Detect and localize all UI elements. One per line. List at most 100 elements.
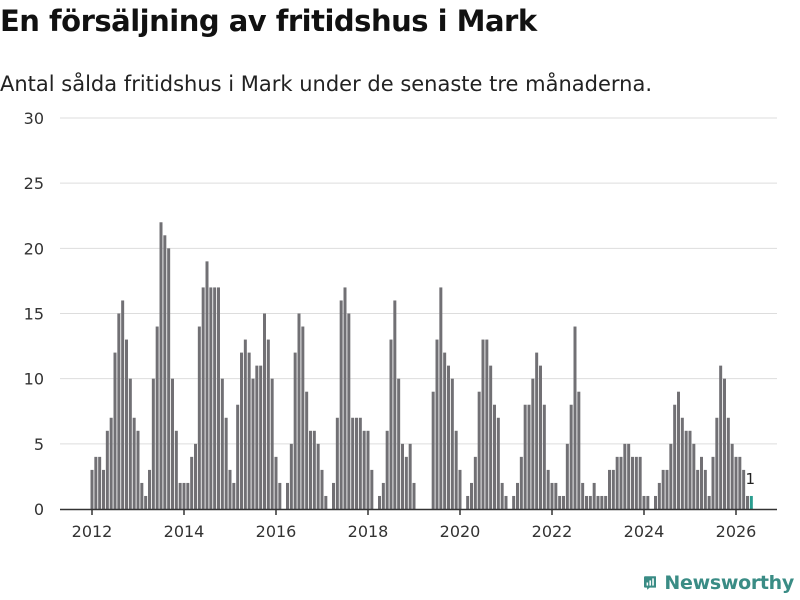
bar (197, 326, 201, 509)
bar (351, 417, 355, 509)
y-tick-label: 30 (24, 109, 44, 128)
bar (470, 482, 473, 509)
bar (730, 443, 734, 509)
bar (742, 469, 746, 509)
bar (370, 469, 374, 509)
bar (224, 417, 228, 509)
bar (347, 313, 351, 509)
bar (266, 339, 270, 509)
bar (711, 456, 715, 509)
bar (240, 352, 243, 509)
bar (404, 456, 408, 509)
bar-highlight (749, 495, 753, 509)
bar (186, 482, 190, 509)
y-tick-label: 0 (34, 500, 44, 519)
bar (105, 430, 109, 509)
bar (144, 495, 148, 509)
bar (688, 430, 692, 509)
bar (201, 287, 205, 509)
bar (443, 352, 447, 509)
bar (569, 404, 573, 509)
bar (692, 443, 696, 509)
bar (654, 495, 657, 509)
bar (642, 495, 646, 509)
bar (393, 300, 397, 509)
bar (140, 482, 144, 509)
bar (309, 430, 312, 509)
bar (297, 313, 301, 509)
bar (577, 391, 581, 509)
bar (684, 430, 688, 509)
bar (504, 495, 508, 509)
bar (473, 456, 477, 509)
bar (301, 326, 305, 509)
x-tick-label: 2022 (532, 522, 573, 541)
bar (542, 404, 546, 509)
bar (454, 430, 458, 509)
bar (519, 456, 523, 509)
bar (615, 456, 619, 509)
bar (293, 352, 297, 509)
bar (496, 417, 500, 509)
bar (477, 391, 481, 509)
bar (523, 404, 527, 509)
bar (581, 482, 585, 509)
bar (554, 482, 558, 509)
bar (677, 391, 680, 509)
bar (171, 378, 174, 509)
bar (539, 365, 542, 509)
bar (481, 339, 485, 509)
bar (324, 495, 328, 509)
y-tick-label: 10 (24, 370, 44, 389)
bar (680, 417, 684, 509)
bar (669, 443, 673, 509)
bar (596, 495, 600, 509)
bar (412, 482, 416, 509)
bar (117, 313, 121, 509)
bar (585, 495, 588, 509)
bar (128, 378, 132, 509)
bar (316, 443, 320, 509)
bar (121, 300, 125, 509)
bar (631, 456, 634, 509)
bar (592, 482, 596, 509)
bar (159, 222, 163, 509)
bar (278, 482, 282, 509)
bar (458, 469, 462, 509)
bar (565, 443, 569, 509)
bar (132, 417, 136, 509)
bar (251, 378, 255, 509)
bar (209, 287, 213, 509)
y-tick-label: 20 (24, 239, 44, 258)
bar (619, 456, 623, 509)
bar (638, 456, 642, 509)
bar (719, 365, 723, 509)
bar (289, 443, 293, 509)
bar (174, 430, 178, 509)
bar (355, 417, 358, 509)
bar (746, 495, 749, 509)
bar (707, 495, 711, 509)
bar (696, 469, 700, 509)
bar (657, 482, 661, 509)
bar (527, 404, 531, 509)
bar (673, 404, 677, 509)
bar (439, 287, 443, 509)
bar (546, 469, 550, 509)
bar (389, 339, 393, 509)
bar (397, 378, 401, 509)
bar (151, 378, 155, 509)
bar (270, 378, 274, 509)
bar (305, 391, 309, 509)
bar (627, 443, 631, 509)
y-axis-ticks: 0 5 10 15 20 25 30 (24, 109, 44, 519)
bar (136, 430, 140, 509)
x-tick-label: 2014 (164, 522, 205, 541)
bar (182, 482, 186, 509)
bar (562, 495, 565, 509)
bar (450, 378, 454, 509)
bar (220, 378, 224, 509)
data-labels: 1 (746, 470, 756, 488)
bar (558, 495, 562, 509)
